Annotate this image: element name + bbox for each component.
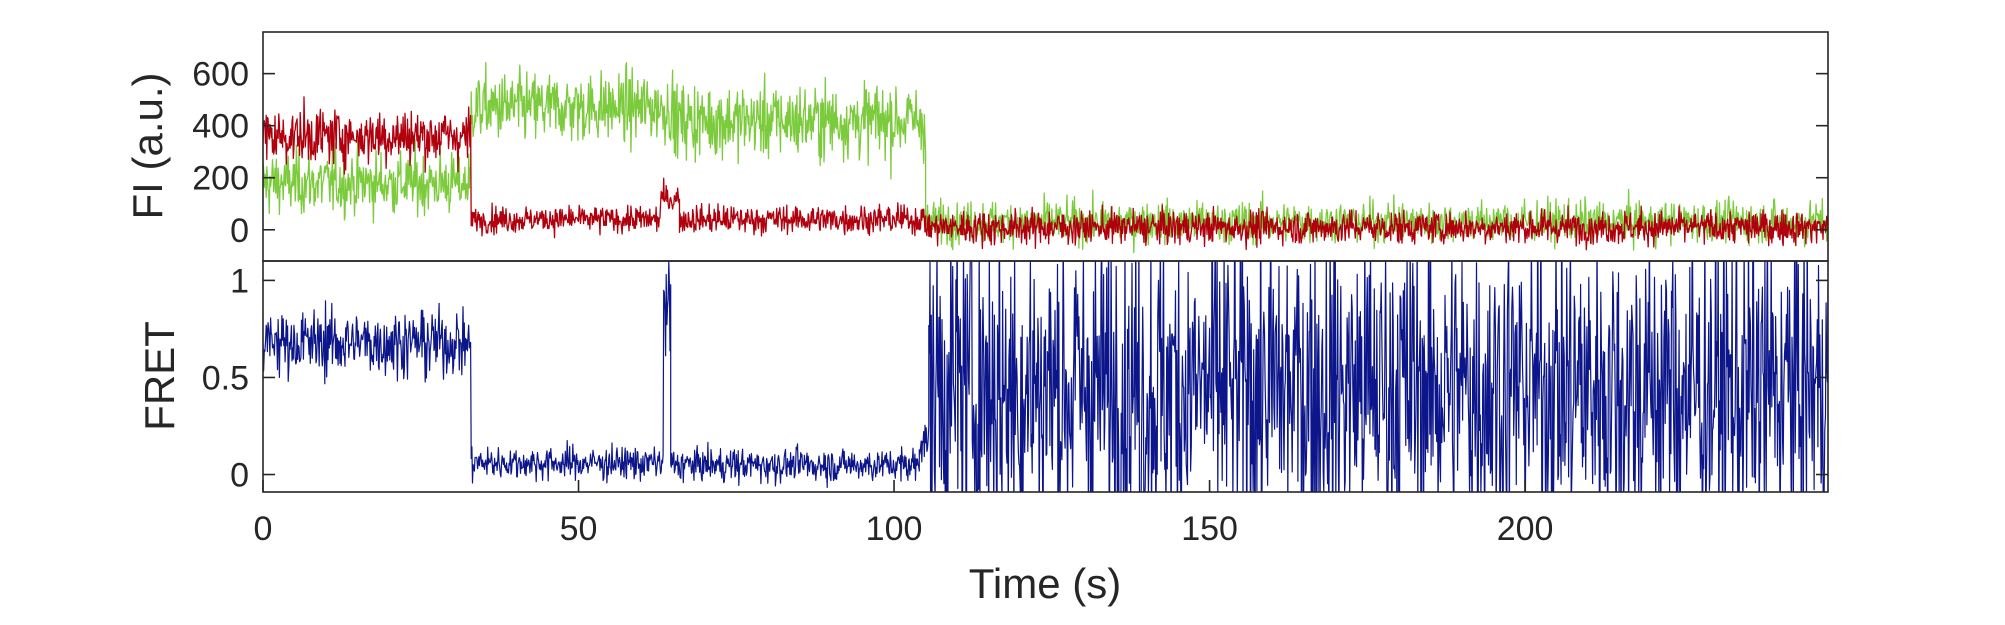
x-tick-label: 150 [1181,510,1238,548]
intensity-y-axis-label: FI (a.u.) [124,72,171,219]
y-tick-label: 0.5 [202,359,249,397]
x-axis-label: Time (s) [969,560,1121,607]
x-tick-label: 200 [1497,510,1554,548]
y-tick-label: 400 [192,108,249,146]
x-tick-label: 100 [866,510,923,548]
fret-series-0 [263,261,1828,492]
y-tick-label: 200 [192,160,249,198]
intensity-y-ticks: 0 200 400 600 [192,56,1828,250]
x-tick-label: 0 [254,510,273,548]
y-tick-label: 600 [192,56,249,94]
y-tick-label: 0 [230,212,249,250]
fret-y-axis-label: FRET [136,321,183,431]
y-tick-label: 1 [230,262,249,300]
intensity-series-1 [263,96,1828,251]
fret-ticks: 0 0.5 1 0 50 100 150 200 [202,262,1828,548]
fret-panel: 0 0.5 1 0 50 100 150 200 FRET Time (s) [136,260,1829,607]
y-tick-label: 0 [230,457,249,495]
x-tick-label: 50 [560,510,598,548]
intensity-panel: 0 200 400 600 FI (a.u.) [124,31,1829,262]
intensity-traces [263,61,1828,254]
fret-traces [263,261,1828,492]
fret-axes-frame [262,260,1829,493]
